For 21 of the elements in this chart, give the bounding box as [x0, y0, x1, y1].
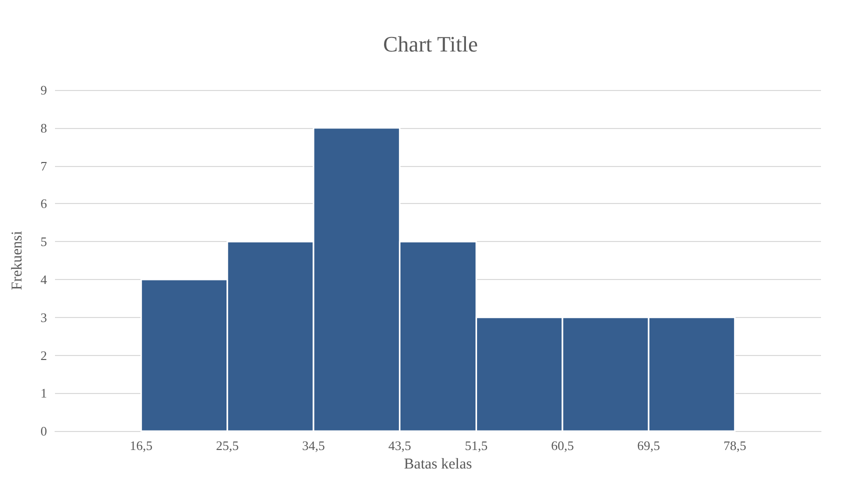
y-tick-label: 0	[40, 424, 47, 439]
x-tick-label: 34,5	[302, 438, 325, 454]
y-tick-label: 4	[40, 272, 48, 287]
x-tick-label: 78,5	[723, 438, 746, 454]
x-tick-label: 60,5	[551, 438, 574, 454]
y-tick-label: 8	[40, 120, 47, 136]
y-tick-label: 3	[40, 310, 47, 325]
x-tick-label: 16,5	[130, 438, 153, 454]
x-tick-label: 25,5	[216, 438, 239, 454]
y-tick-label: 7	[40, 158, 48, 174]
x-axis-title: Batas kelas	[404, 456, 472, 472]
y-tick-label: 6	[40, 196, 48, 212]
x-tick-label: 51,5	[464, 438, 488, 454]
y-axis-title: Frekuensi	[10, 230, 26, 290]
chart-title: Chart Title	[383, 32, 478, 56]
x-tick-label: 43,5	[388, 438, 412, 454]
y-tick-label: 5	[40, 234, 47, 250]
y-tick-label: 2	[40, 348, 47, 363]
x-tick-label: 69,5	[637, 438, 660, 454]
y-tick-label: 1	[40, 386, 47, 401]
y-tick-label: 9	[40, 82, 47, 98]
